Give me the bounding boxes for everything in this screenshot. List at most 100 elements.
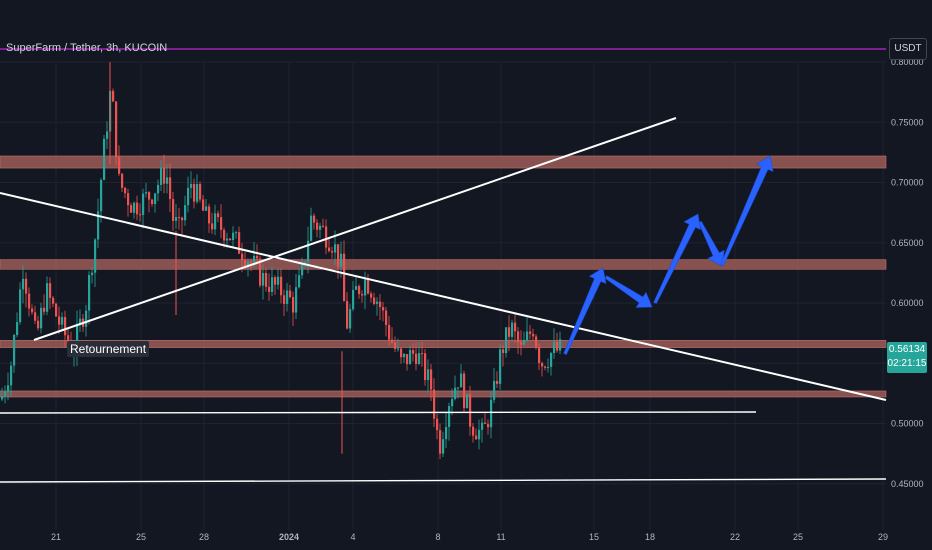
candle-body [334, 244, 337, 253]
forecast-arrow [653, 213, 701, 304]
candle-body [556, 342, 559, 351]
candle-body [520, 342, 523, 345]
candle-body [505, 327, 508, 354]
candle-body [547, 366, 550, 368]
candle-body [370, 293, 373, 298]
candle-body [472, 426, 475, 436]
candle-body [394, 342, 397, 349]
candle-body [427, 369, 430, 381]
candle-body [313, 215, 316, 223]
candle-body [358, 286, 361, 295]
candle-body [253, 255, 256, 263]
candle-body [301, 262, 304, 276]
candle-body [148, 192, 151, 200]
candle-body [415, 353, 418, 365]
candle-body [130, 205, 133, 213]
candle-body [16, 322, 19, 335]
candle-body [544, 366, 547, 368]
candle-body [226, 238, 229, 241]
bar-countdown: 02:21:15 [887, 358, 927, 369]
candle-body [175, 217, 178, 221]
candle-body [409, 350, 412, 365]
candle-body [499, 349, 502, 384]
candle-body [160, 167, 163, 185]
candle-body [553, 342, 556, 353]
candle-body [94, 239, 97, 273]
candle-body [550, 352, 553, 367]
candle-body [292, 297, 295, 313]
candle-body [343, 253, 346, 302]
candle-body [241, 253, 244, 260]
candle-body [91, 272, 94, 276]
candle-body [208, 206, 211, 224]
candle-body [400, 348, 403, 358]
candle-body [295, 287, 298, 313]
candle-body [142, 193, 145, 215]
candle-body [406, 354, 409, 365]
candle-body [448, 406, 451, 428]
candle-body [178, 217, 181, 219]
candle-body [475, 435, 478, 440]
candle-body [373, 297, 376, 304]
candle-body [322, 225, 325, 227]
support-line-lower [0, 478, 887, 483]
candle-body [487, 423, 490, 428]
candle-body [22, 278, 25, 290]
price-tick-label: 0.70000 [891, 178, 924, 188]
candle-body [298, 275, 301, 288]
time-tick-label: 8 [435, 532, 440, 542]
candle-body [235, 232, 238, 234]
candle-body [442, 439, 445, 454]
candle-body [337, 244, 340, 267]
candle-body [403, 354, 406, 358]
candle-body [478, 429, 481, 440]
trend-lines [0, 117, 887, 483]
descending-trendline [0, 192, 887, 401]
time-tick-label: 2024 [279, 532, 299, 542]
candles [1, 62, 562, 460]
currency-badge[interactable]: USDT [889, 38, 927, 60]
candle-body [325, 226, 328, 248]
candle-body [361, 294, 364, 296]
candle-body [52, 297, 55, 304]
candle-body [34, 312, 37, 321]
candle-body [280, 276, 283, 296]
candle-body [418, 353, 421, 365]
time-axis: 21 25 28 2024 4 8 11 15 18 22 25 29 [51, 532, 888, 542]
candle-body [58, 316, 61, 325]
price-tick-label: 0.80000 [891, 57, 924, 67]
price-tick-label: 0.60000 [891, 298, 924, 308]
price-tick-label: 0.65000 [891, 238, 924, 248]
candle-body [118, 157, 121, 174]
candle-body [31, 308, 34, 313]
resistance-zones [0, 155, 887, 398]
candle-body [262, 272, 265, 286]
candle-body [445, 427, 448, 440]
candle-body [424, 353, 427, 381]
candle-body [484, 422, 487, 424]
candle-body [490, 399, 493, 428]
candle-body [25, 278, 28, 294]
candle-body [220, 217, 223, 230]
time-tick-label: 18 [645, 532, 655, 542]
candle-body [319, 225, 322, 230]
candle-body [154, 193, 157, 205]
candle-body [391, 339, 394, 343]
candle-body [250, 261, 253, 263]
price-zone [0, 390, 887, 398]
candle-body [115, 101, 118, 158]
time-tick-label: 11 [496, 532, 505, 542]
candle-body [523, 340, 526, 345]
candle-body [532, 333, 535, 337]
candle-body [451, 399, 454, 407]
time-tick-label: 25 [793, 532, 803, 542]
candle-body [229, 238, 232, 241]
price-zone [0, 259, 887, 270]
candle-body [493, 380, 496, 400]
candle-body [7, 385, 10, 392]
candle-body [181, 217, 184, 221]
candle-body [172, 199, 175, 221]
candle-body [223, 229, 226, 241]
